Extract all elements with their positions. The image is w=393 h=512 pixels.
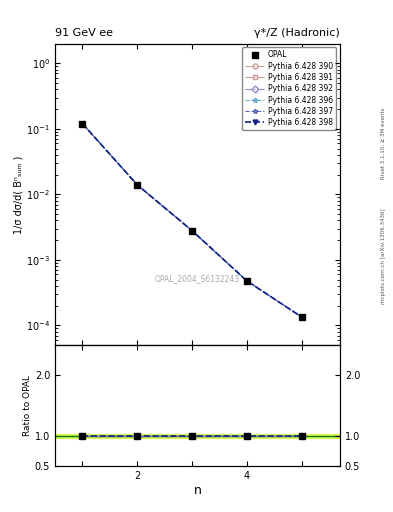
Text: Rivet 3.1.10, ≥ 3M events: Rivet 3.1.10, ≥ 3M events (381, 108, 386, 179)
Y-axis label: Ratio to OPAL: Ratio to OPAL (23, 375, 32, 436)
Text: mcplots.cern.ch [arXiv:1306.3436]: mcplots.cern.ch [arXiv:1306.3436] (381, 208, 386, 304)
Y-axis label: 1/σ dσ/d( Bⁿₛᵤₘ ): 1/σ dσ/d( Bⁿₛᵤₘ ) (13, 155, 23, 233)
Text: γ*/Z (Hadronic): γ*/Z (Hadronic) (254, 28, 340, 38)
Legend: OPAL, Pythia 6.428 390, Pythia 6.428 391, Pythia 6.428 392, Pythia 6.428 396, Py: OPAL, Pythia 6.428 390, Pythia 6.428 391… (242, 47, 336, 130)
Bar (55, 434, 340, 438)
Text: 91 GeV ee: 91 GeV ee (55, 28, 113, 38)
Text: OPAL_2004_S6132243: OPAL_2004_S6132243 (155, 274, 240, 283)
X-axis label: n: n (193, 483, 202, 497)
